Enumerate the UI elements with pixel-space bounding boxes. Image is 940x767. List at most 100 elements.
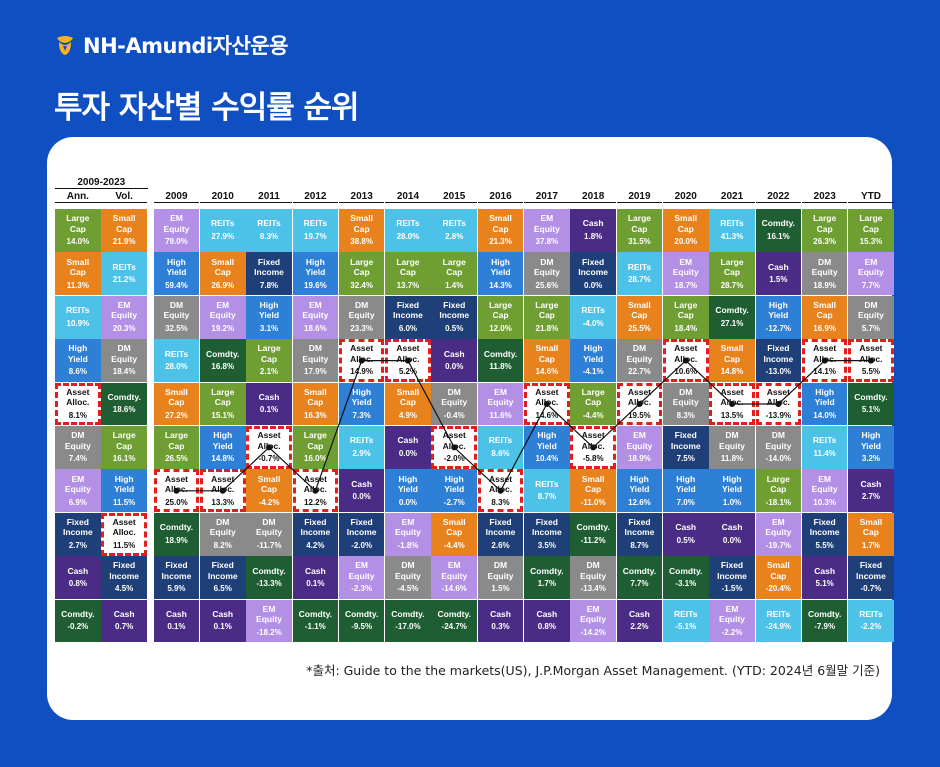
asset-cell: Comdty. 1.7% [524, 556, 570, 599]
asset-cell: High Yield 7.0% [662, 469, 709, 513]
asset-name: Fixed Income [578, 256, 609, 278]
asset-name: Asset Alloc. [535, 386, 559, 408]
asset-cell: EM Equity -1.8% [385, 512, 431, 556]
asset-return-value: 0.1% [306, 579, 325, 589]
asset-cell: Large Cap 15.3% [848, 209, 894, 252]
asset-cell: EM Equity 19.2% [199, 295, 246, 339]
column-header: 2020 [662, 191, 709, 203]
asset-name: Comdty. [761, 218, 796, 229]
asset-name: Large Cap [350, 256, 374, 278]
asset-name: Large Cap [488, 299, 513, 321]
asset-return-value: 13.5% [720, 410, 744, 420]
asset-cell: High Yield 14.0% [801, 382, 848, 426]
asset-name: REITs [720, 218, 744, 229]
asset-name: DM Equity [487, 560, 514, 581]
asset-return-value: -4.4% [443, 540, 465, 550]
asset-cell: Small Cap 16.9% [801, 295, 848, 339]
asset-cell: DM Equity 18.4% [101, 339, 147, 382]
asset-cell: Comdty. 16.1% [755, 209, 802, 252]
asset-name: REITs [164, 348, 189, 359]
asset-name: EM Equity [348, 560, 375, 581]
asset-name: Asset Alloc. [211, 473, 235, 495]
asset-name: Asset Alloc. [112, 516, 136, 538]
asset-cell: High Yield 3.1% [246, 295, 292, 339]
asset-cell: DM Equity -0.4% [431, 382, 478, 426]
asset-return-value: 8.3% [259, 231, 279, 241]
asset-return-value: 16.3% [304, 410, 327, 420]
asset-return-value: 28.0% [165, 362, 188, 372]
asset-name: Small Cap [720, 343, 744, 364]
asset-cell: Cash 0.7% [101, 599, 147, 643]
asset-cell: REITs 21.2% [101, 252, 147, 296]
asset-cell: DM Equity -13.4% [570, 556, 616, 599]
asset-cell: Cash 0.1% [153, 599, 200, 643]
asset-cell: REITs -24.9% [755, 599, 802, 643]
asset-return-value: 18.6% [112, 405, 136, 415]
asset-alloc-cell: Asset Alloc. 10.6% [662, 339, 709, 382]
asset-name: EM Equity [765, 516, 792, 538]
asset-name: Fixed Income [717, 560, 747, 581]
asset-name: DM Equity [811, 256, 838, 278]
asset-return-value: 18.9% [628, 454, 651, 464]
asset-return-value: 7.7% [630, 579, 649, 589]
asset-return-value: 4.2% [306, 540, 325, 550]
asset-alloc-cell: Asset Alloc. 8.1% [55, 382, 101, 426]
asset-name: Asset Alloc. [442, 430, 466, 451]
asset-return-value: 21.8% [535, 323, 559, 333]
asset-name: EM Equity [111, 299, 138, 321]
asset-cell: DM Equity -14.0% [755, 426, 802, 469]
asset-alloc-cell: Asset Alloc. -5.8% [570, 426, 616, 469]
asset-name: Cash [536, 608, 558, 619]
asset-return-value: 27.9% [211, 231, 235, 241]
asset-cell: DM Equity 23.3% [338, 295, 385, 339]
asset-return-value: 3.1% [259, 323, 279, 333]
asset-cell: REITs 10.9% [55, 295, 101, 339]
asset-return-value: -4.5% [397, 584, 419, 594]
asset-name: DM Equity [765, 430, 792, 451]
asset-return-value: 21.2% [112, 275, 136, 285]
asset-return-value: -3.1% [675, 579, 697, 589]
asset-name: High Yield [166, 256, 187, 278]
asset-cell: EM Equity -14.2% [570, 599, 616, 643]
asset-cell: High Yield 0.0% [385, 469, 431, 513]
asset-name: Small Cap [442, 516, 466, 538]
asset-return-value: 2.2% [630, 622, 649, 632]
asset-return-value: 0.1% [213, 622, 232, 632]
asset-cell: Cash 0.0% [385, 426, 431, 469]
asset-name: EM Equity [811, 473, 838, 495]
asset-return-value: 2.7% [68, 540, 87, 550]
asset-name: Large Cap [627, 213, 652, 234]
asset-name: Cash [166, 608, 187, 619]
asset-cell: Large Cap 26.5% [153, 426, 200, 469]
asset-name: REITs [488, 435, 513, 446]
asset-return-value: 14.0% [66, 237, 90, 247]
asset-cell: High Yield 14.8% [199, 426, 246, 469]
asset-name: Fixed Income [254, 256, 284, 278]
asset-return-value: 1.7% [861, 540, 881, 550]
asset-return-value: 5.5% [815, 540, 834, 550]
asset-return-value: 14.8% [720, 367, 744, 377]
asset-return-value: 3.2% [861, 454, 881, 464]
asset-name: EM Equity [302, 299, 329, 321]
asset-name: Comdty. [669, 565, 703, 576]
asset-return-value: 8.2% [213, 540, 232, 550]
column-header: 2015 [431, 191, 478, 203]
asset-name: Small Cap [66, 256, 90, 278]
asset-return-value: 16.1% [767, 231, 790, 241]
asset-name: DM Equity [256, 516, 283, 538]
asset-name: Comdty. [576, 522, 610, 533]
asset-return-value: 11.8% [720, 454, 744, 464]
asset-cell: Large Cap 18.4% [662, 295, 709, 339]
asset-name: Asset Alloc. [303, 473, 327, 495]
asset-name: Small Cap [581, 473, 605, 495]
asset-name: REITs [66, 305, 90, 316]
asset-cell: Large Cap 13.7% [385, 252, 431, 296]
asset-cell: EM Equity 18.9% [616, 426, 663, 469]
asset-alloc-cell: Asset Alloc. 14.6% [524, 382, 570, 426]
asset-cell: REITs -2.2% [848, 599, 894, 643]
asset-name: Cash [258, 391, 280, 402]
asset-return-value: 18.9% [165, 535, 188, 545]
asset-return-value: 0.0% [398, 497, 418, 507]
asset-name: Fixed Income [763, 343, 794, 364]
asset-name: Small Cap [257, 473, 281, 495]
